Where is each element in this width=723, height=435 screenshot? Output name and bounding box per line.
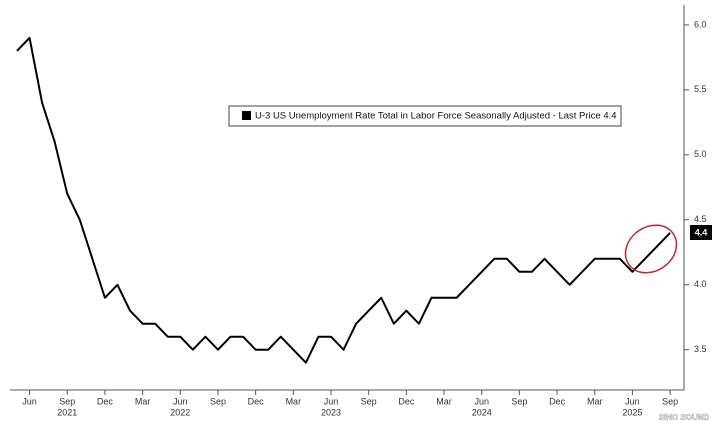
last-price-label: 4.4 xyxy=(695,227,708,237)
x-tick-label: Mar xyxy=(135,396,151,406)
x-tick-label: Jun xyxy=(173,396,188,406)
y-tick-label: 4.5 xyxy=(694,214,707,224)
y-tick-label: 5.5 xyxy=(694,84,707,94)
y-tick-label: 5.0 xyxy=(694,149,707,159)
highlight-ellipse xyxy=(624,224,678,274)
x-tick-label: Jun xyxy=(474,396,489,406)
x-year-label: 2023 xyxy=(321,407,341,417)
watermark: SINO SOUND xyxy=(659,413,710,422)
x-tick-label: Dec xyxy=(549,396,566,406)
x-tick-label: Sep xyxy=(511,396,527,406)
x-tick-label: Jun xyxy=(625,396,640,406)
x-tick-label: Sep xyxy=(361,396,377,406)
y-tick-label: 4.0 xyxy=(694,279,707,289)
y-tick-label: 6.0 xyxy=(694,19,707,29)
x-tick-label: Mar xyxy=(587,396,603,406)
x-tick-label: Mar xyxy=(436,396,452,406)
y-tick-label: 3.5 xyxy=(694,344,707,354)
x-tick-label: Sep xyxy=(59,396,75,406)
series-line xyxy=(16,36,671,364)
x-year-label: 2022 xyxy=(170,407,190,417)
x-year-label: 2021 xyxy=(57,407,77,417)
x-tick-label: Mar xyxy=(286,396,302,406)
x-year-label: 2025 xyxy=(622,407,642,417)
x-tick-label: Jun xyxy=(22,396,37,406)
x-tick-label: Sep xyxy=(662,396,678,406)
last-price-box xyxy=(690,225,712,240)
x-tick-label: Dec xyxy=(97,396,114,406)
x-tick-label: Dec xyxy=(398,396,415,406)
legend-swatch xyxy=(242,111,251,120)
x-tick-label: Sep xyxy=(210,396,226,406)
x-tick-label: Dec xyxy=(248,396,265,406)
x-tick-label: Jun xyxy=(324,396,339,406)
legend-label: U-3 US Unemployment Rate Total in Labor … xyxy=(255,111,617,122)
legend: U-3 US Unemployment Rate Total in Labor … xyxy=(228,105,622,127)
x-year-label: 2024 xyxy=(472,407,492,417)
legend-box xyxy=(228,105,622,127)
